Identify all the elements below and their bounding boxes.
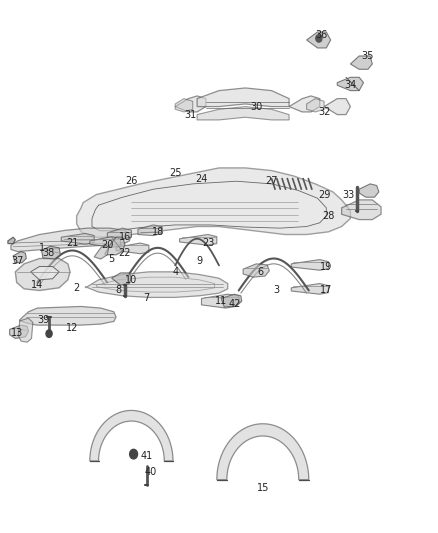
Polygon shape — [350, 56, 372, 69]
Text: 25: 25 — [169, 168, 181, 178]
Polygon shape — [31, 266, 59, 280]
Polygon shape — [217, 424, 309, 480]
Polygon shape — [90, 410, 173, 461]
Polygon shape — [138, 225, 162, 236]
Polygon shape — [112, 273, 131, 285]
Text: 12: 12 — [66, 323, 78, 333]
Polygon shape — [90, 237, 120, 247]
Polygon shape — [359, 184, 379, 197]
Text: 28: 28 — [322, 211, 335, 221]
Polygon shape — [116, 243, 149, 254]
Text: 15: 15 — [257, 483, 269, 492]
Polygon shape — [307, 32, 331, 48]
Text: 30: 30 — [250, 102, 262, 111]
Text: 42: 42 — [228, 299, 240, 309]
Text: 33: 33 — [342, 190, 354, 199]
Text: 35: 35 — [362, 51, 374, 61]
Text: 36: 36 — [316, 30, 328, 39]
Text: 1: 1 — [39, 243, 45, 253]
Circle shape — [316, 35, 322, 42]
Polygon shape — [201, 294, 240, 308]
Polygon shape — [342, 200, 381, 220]
Text: 3: 3 — [273, 286, 279, 295]
Text: 10: 10 — [125, 275, 138, 285]
Polygon shape — [307, 99, 324, 112]
Polygon shape — [94, 244, 109, 259]
Polygon shape — [197, 88, 289, 107]
Text: 32: 32 — [318, 107, 330, 117]
Polygon shape — [289, 96, 320, 112]
Polygon shape — [105, 237, 125, 255]
Polygon shape — [20, 306, 116, 325]
Polygon shape — [13, 252, 26, 263]
Text: 16: 16 — [119, 232, 131, 242]
Text: 39: 39 — [38, 315, 50, 325]
Text: 22: 22 — [119, 248, 131, 258]
Polygon shape — [291, 284, 328, 294]
Text: 29: 29 — [318, 190, 330, 199]
Polygon shape — [8, 237, 15, 244]
Text: 37: 37 — [11, 256, 24, 266]
Polygon shape — [18, 318, 33, 342]
Polygon shape — [324, 99, 350, 115]
Polygon shape — [221, 294, 242, 307]
Circle shape — [46, 330, 52, 337]
Text: 31: 31 — [184, 110, 197, 119]
Text: 14: 14 — [31, 280, 43, 290]
Polygon shape — [175, 96, 206, 112]
Text: 6: 6 — [258, 267, 264, 277]
Polygon shape — [337, 77, 364, 91]
Text: 17: 17 — [320, 286, 332, 295]
Text: 9: 9 — [196, 256, 202, 266]
Polygon shape — [15, 259, 70, 290]
Text: 2: 2 — [74, 283, 80, 293]
Polygon shape — [61, 233, 94, 244]
Polygon shape — [175, 99, 193, 112]
Polygon shape — [96, 277, 215, 292]
Text: 8: 8 — [115, 286, 121, 295]
Text: 5: 5 — [109, 254, 115, 263]
Polygon shape — [10, 325, 28, 338]
Polygon shape — [107, 228, 131, 239]
Circle shape — [130, 449, 138, 459]
Polygon shape — [243, 264, 269, 277]
Polygon shape — [197, 107, 289, 120]
Text: 7: 7 — [144, 294, 150, 303]
Text: 18: 18 — [152, 227, 164, 237]
Text: 24: 24 — [195, 174, 208, 183]
Text: 40: 40 — [145, 467, 157, 477]
Polygon shape — [180, 235, 217, 245]
Text: 4: 4 — [172, 267, 178, 277]
Text: 27: 27 — [265, 176, 278, 186]
Text: 34: 34 — [344, 80, 357, 90]
Text: 23: 23 — [202, 238, 214, 247]
Text: 19: 19 — [320, 262, 332, 271]
Polygon shape — [77, 168, 350, 237]
Text: 26: 26 — [125, 176, 138, 186]
Text: 13: 13 — [11, 328, 24, 338]
Polygon shape — [11, 228, 131, 252]
Text: 38: 38 — [42, 248, 54, 258]
Text: 41: 41 — [141, 451, 153, 461]
Text: 11: 11 — [215, 296, 227, 306]
Text: 20: 20 — [101, 240, 113, 250]
Text: 21: 21 — [66, 238, 78, 247]
Polygon shape — [42, 246, 60, 259]
Polygon shape — [291, 260, 328, 270]
Polygon shape — [85, 272, 228, 297]
